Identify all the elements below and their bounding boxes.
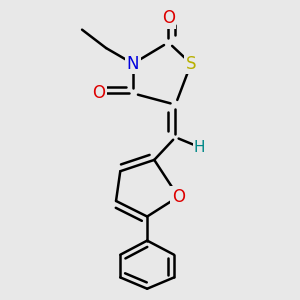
Text: S: S [186,55,196,73]
Text: O: O [162,9,175,27]
Text: O: O [92,84,106,102]
Text: N: N [127,55,139,73]
Text: H: H [194,140,205,155]
Text: O: O [172,188,185,206]
